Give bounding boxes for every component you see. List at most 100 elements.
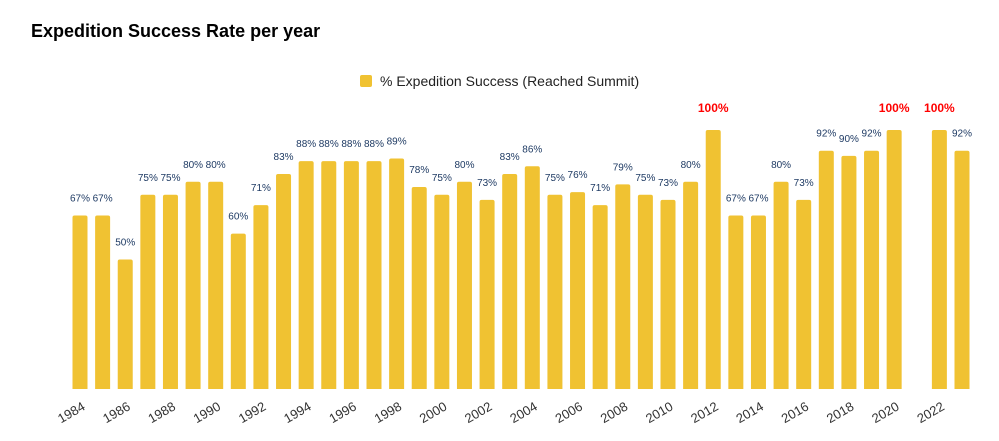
bar-2011[interactable] bbox=[683, 181, 699, 389]
x-tick-label: 2000 bbox=[417, 399, 450, 426]
data-label-1993: 83% bbox=[274, 152, 294, 163]
x-tick-label: 1988 bbox=[145, 399, 178, 426]
x-tick-label: 2016 bbox=[779, 399, 812, 426]
data-label-1991: 60% bbox=[228, 212, 248, 223]
data-label-2008: 79% bbox=[613, 162, 633, 173]
data-label-2007: 71% bbox=[590, 183, 610, 194]
x-tick-label: 2022 bbox=[914, 399, 947, 426]
bar-2016[interactable] bbox=[796, 199, 812, 389]
x-tick-label: 1990 bbox=[191, 399, 224, 426]
legend[interactable]: % Expedition Success (Reached Summit) bbox=[360, 73, 639, 89]
bar-2014[interactable] bbox=[750, 215, 766, 389]
data-label-2011: 80% bbox=[681, 160, 701, 171]
bar-2001[interactable] bbox=[456, 181, 472, 389]
bar-1990[interactable] bbox=[208, 181, 224, 389]
data-label-1995: 88% bbox=[319, 139, 339, 150]
data-label-2023: 92% bbox=[952, 129, 972, 140]
data-label-1988: 75% bbox=[160, 173, 180, 184]
bar-1994[interactable] bbox=[298, 161, 314, 389]
bar-2008[interactable] bbox=[615, 184, 631, 389]
bar-1986[interactable] bbox=[117, 259, 133, 390]
data-label-2018: 90% bbox=[839, 134, 859, 145]
bar-2010[interactable] bbox=[660, 199, 676, 389]
data-label-2015: 80% bbox=[771, 160, 791, 171]
chart-title: Expedition Success Rate per year bbox=[31, 21, 321, 41]
bar-2022[interactable] bbox=[931, 130, 947, 389]
data-label-2004: 86% bbox=[522, 144, 542, 155]
x-tick-label: 2004 bbox=[507, 399, 540, 426]
x-tick-label: 1994 bbox=[281, 399, 314, 426]
bar-2003[interactable] bbox=[502, 174, 518, 389]
bar-1998[interactable] bbox=[389, 158, 405, 389]
data-label-1985: 67% bbox=[93, 193, 113, 204]
data-label-2005: 75% bbox=[545, 173, 565, 184]
data-label-2016: 73% bbox=[794, 178, 814, 189]
data-label-2019: 92% bbox=[862, 129, 882, 140]
data-label-1984: 67% bbox=[70, 193, 90, 204]
bar-1995[interactable] bbox=[321, 161, 337, 389]
bar-1993[interactable] bbox=[276, 174, 292, 389]
bar-1992[interactable] bbox=[253, 205, 269, 389]
data-label-1997: 88% bbox=[364, 139, 384, 150]
bar-2017[interactable] bbox=[818, 150, 834, 389]
bar-2012[interactable] bbox=[705, 130, 721, 389]
x-tick-label: 1998 bbox=[372, 399, 405, 426]
bar-2018[interactable] bbox=[841, 155, 857, 389]
data-label-1998: 89% bbox=[387, 136, 407, 147]
data-label-2002: 73% bbox=[477, 178, 497, 189]
data-label-1992: 71% bbox=[251, 183, 271, 194]
data-label-1996: 88% bbox=[341, 139, 361, 150]
bar-2002[interactable] bbox=[479, 199, 495, 389]
legend-label: % Expedition Success (Reached Summit) bbox=[380, 73, 640, 89]
x-tick-label: 1984 bbox=[55, 399, 88, 426]
bar-1999[interactable] bbox=[411, 186, 427, 389]
bar-2020[interactable] bbox=[886, 130, 902, 389]
bar-2019[interactable] bbox=[864, 150, 880, 389]
bar-2015[interactable] bbox=[773, 181, 789, 389]
bar-2023[interactable] bbox=[954, 150, 970, 389]
x-tick-label: 2014 bbox=[733, 399, 766, 426]
bar-1989[interactable] bbox=[185, 181, 201, 389]
data-label-2001: 80% bbox=[454, 160, 474, 171]
bar-2007[interactable] bbox=[592, 205, 608, 389]
x-tick-label: 1996 bbox=[326, 399, 359, 426]
data-label-2022: 100% bbox=[924, 101, 955, 115]
data-label-1994: 88% bbox=[296, 139, 316, 150]
data-label-2020: 100% bbox=[879, 101, 910, 115]
legend-swatch bbox=[360, 75, 372, 87]
data-label-2012: 100% bbox=[698, 101, 729, 115]
bar-1987[interactable] bbox=[140, 194, 156, 389]
data-label-1999: 78% bbox=[409, 165, 429, 176]
data-label-1989: 80% bbox=[183, 160, 203, 171]
data-label-1986: 50% bbox=[115, 238, 135, 249]
bar-2013[interactable] bbox=[728, 215, 744, 389]
bar-1997[interactable] bbox=[366, 161, 382, 389]
bar-2004[interactable] bbox=[524, 166, 540, 389]
bar-1996[interactable] bbox=[343, 161, 359, 389]
data-label-1987: 75% bbox=[138, 173, 158, 184]
x-tick-label: 1992 bbox=[236, 399, 269, 426]
x-tick-label: 2018 bbox=[824, 399, 857, 426]
bar-1988[interactable] bbox=[162, 194, 178, 389]
x-tick-label: 2012 bbox=[688, 399, 721, 426]
x-tick-label: 2002 bbox=[462, 399, 495, 426]
bar-1984[interactable] bbox=[72, 215, 88, 389]
data-label-2017: 92% bbox=[816, 129, 836, 140]
bar-2009[interactable] bbox=[637, 194, 653, 389]
data-label-2014: 67% bbox=[748, 193, 768, 204]
data-label-2009: 75% bbox=[635, 173, 655, 184]
data-label-2010: 73% bbox=[658, 178, 678, 189]
data-label-2003: 83% bbox=[500, 152, 520, 163]
x-tick-label: 2020 bbox=[869, 399, 902, 426]
data-label-1990: 80% bbox=[206, 160, 226, 171]
bar-2006[interactable] bbox=[570, 192, 586, 389]
x-tick-label: 1986 bbox=[100, 399, 133, 426]
data-label-2006: 76% bbox=[568, 170, 588, 181]
x-tick-label: 2010 bbox=[643, 399, 676, 426]
bar-2005[interactable] bbox=[547, 194, 563, 389]
bar-2000[interactable] bbox=[434, 194, 450, 389]
x-tick-label: 2008 bbox=[598, 399, 631, 426]
bar-1985[interactable] bbox=[95, 215, 111, 389]
bar-1991[interactable] bbox=[230, 233, 246, 389]
